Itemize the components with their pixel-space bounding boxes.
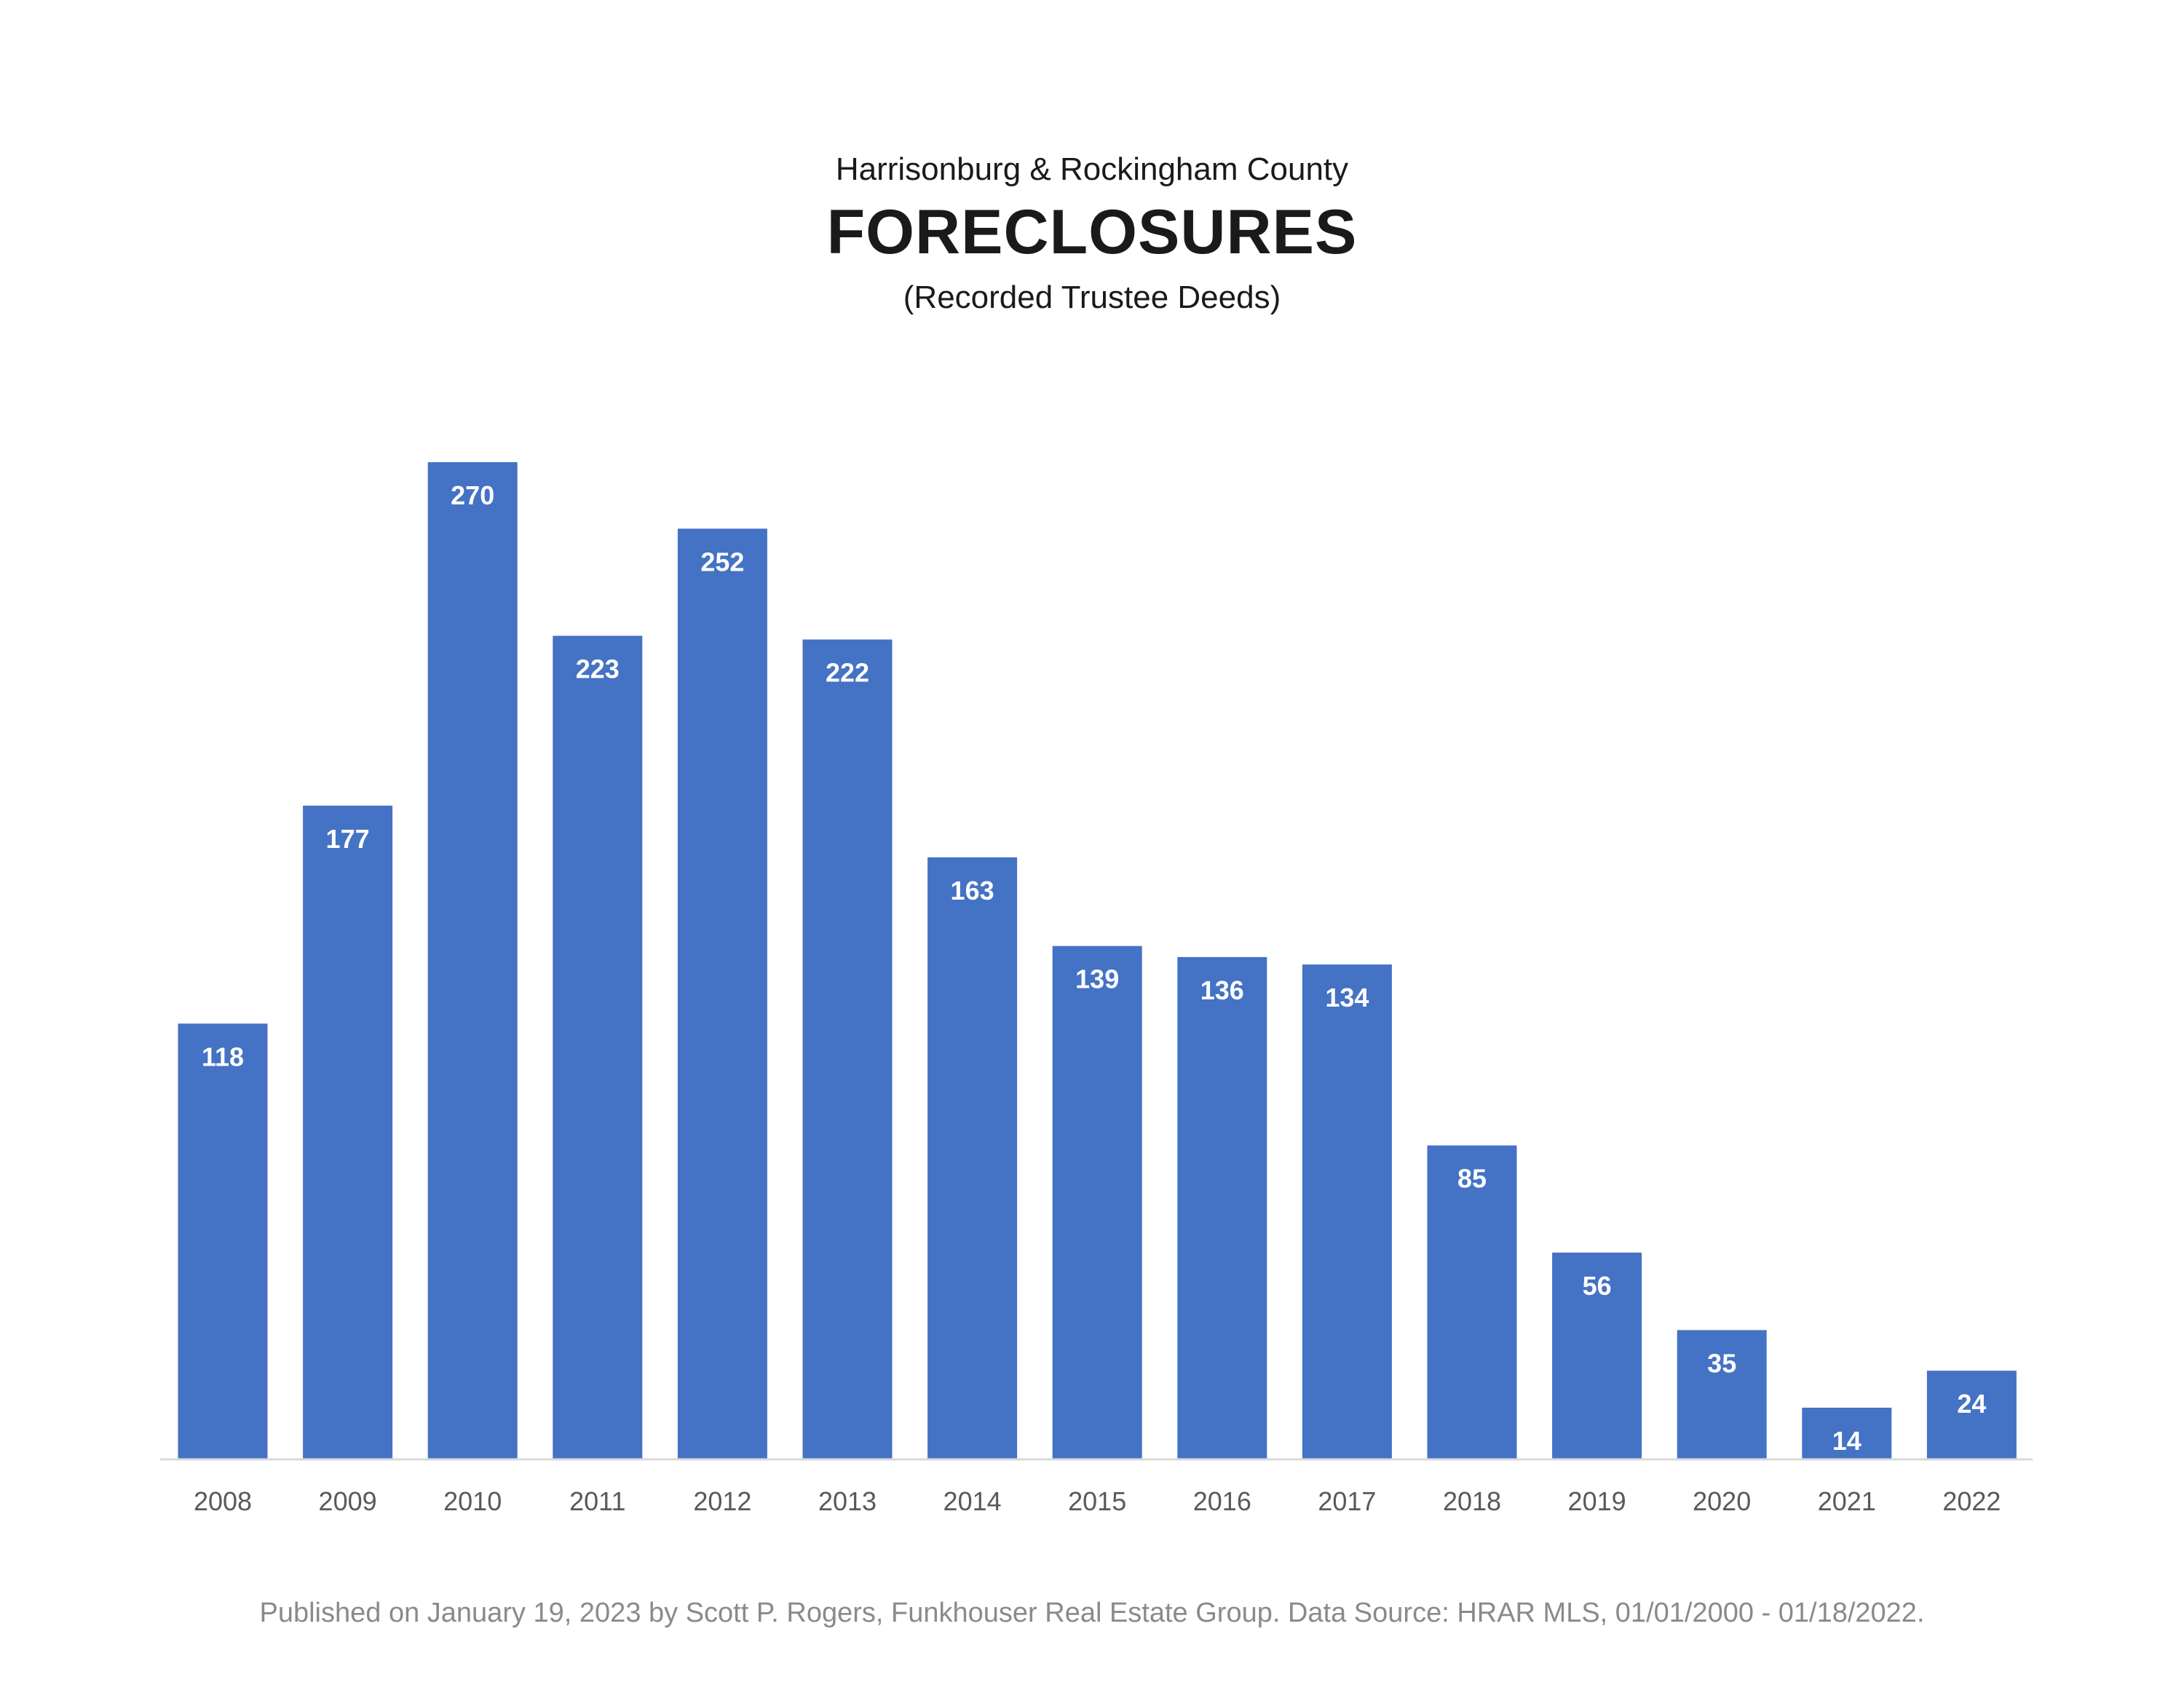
x-tick-label-2013: 2013 [818, 1486, 877, 1516]
data-label-2010: 270 [451, 480, 494, 510]
data-label-2014: 163 [951, 876, 994, 905]
chart-title: FORECLOSURES [826, 197, 1358, 267]
bar-2012 [677, 528, 767, 1459]
x-tick-label-2015: 2015 [1068, 1486, 1126, 1516]
bar-2011 [553, 635, 643, 1459]
bar-2013 [802, 639, 893, 1459]
data-label-2011: 223 [576, 654, 620, 684]
bar-2016 [1177, 956, 1267, 1459]
data-label-2013: 222 [826, 658, 869, 688]
data-label-2017: 134 [1325, 983, 1369, 1012]
bar-2021 [1802, 1408, 1892, 1459]
bar-2010 [427, 462, 518, 1459]
bar-2014 [927, 857, 1018, 1459]
bar-2008 [178, 1023, 268, 1459]
bar-2019 [1552, 1252, 1642, 1459]
data-label-2020: 35 [1707, 1348, 1736, 1378]
x-tick-label-2010: 2010 [443, 1486, 502, 1516]
data-label-2012: 252 [700, 547, 744, 576]
data-label-2016: 136 [1200, 975, 1244, 1005]
x-tick-label-2012: 2012 [693, 1486, 751, 1516]
bar-2015 [1052, 945, 1142, 1459]
bars-group [178, 462, 2017, 1459]
x-tick-label-2019: 2019 [1568, 1486, 1626, 1516]
data-label-2022: 24 [1957, 1389, 1986, 1419]
bar-2022 [1926, 1371, 2017, 1459]
x-tick-label-2011: 2011 [569, 1486, 625, 1516]
x-tick-label-2017: 2017 [1318, 1486, 1376, 1516]
x-tick-label-2016: 2016 [1193, 1486, 1251, 1516]
x-tick-label-2021: 2021 [1818, 1486, 1876, 1516]
x-tick-label-2018: 2018 [1443, 1486, 1501, 1516]
bar-2018 [1427, 1145, 1517, 1459]
chart-supertitle: Harrisonburg & Rockingham County [835, 151, 1349, 187]
data-labels-group: 118 177 270 223 252 222 163 139 136 134 85 56 35 14 24 [202, 480, 1986, 1456]
x-tick-label-2022: 2022 [1942, 1486, 2001, 1516]
chart-subtitle: (Recorded Trustee Deeds) [903, 279, 1281, 315]
data-label-2021: 14 [1832, 1426, 1861, 1456]
x-tick-label-2009: 2009 [319, 1486, 377, 1516]
bar-2017 [1302, 964, 1392, 1459]
data-label-2008: 118 [202, 1042, 244, 1071]
x-tick-labels-group: 2008 2009 2010 2011 2012 2013 2014 2015 2016 2017… [194, 1486, 2001, 1516]
data-label-2009: 177 [326, 824, 370, 854]
data-label-2018: 85 [1457, 1164, 1487, 1194]
footer-source-note: Published on January 19, 2023 by Scott P… [259, 1598, 1925, 1628]
data-label-2015: 139 [1075, 964, 1119, 994]
data-label-2019: 56 [1583, 1271, 1612, 1301]
x-tick-label-2020: 2020 [1693, 1486, 1751, 1516]
x-tick-label-2014: 2014 [943, 1486, 1002, 1516]
bar-2009 [303, 805, 393, 1459]
x-tick-label-2008: 2008 [194, 1486, 252, 1516]
bar-2020 [1677, 1330, 1767, 1459]
